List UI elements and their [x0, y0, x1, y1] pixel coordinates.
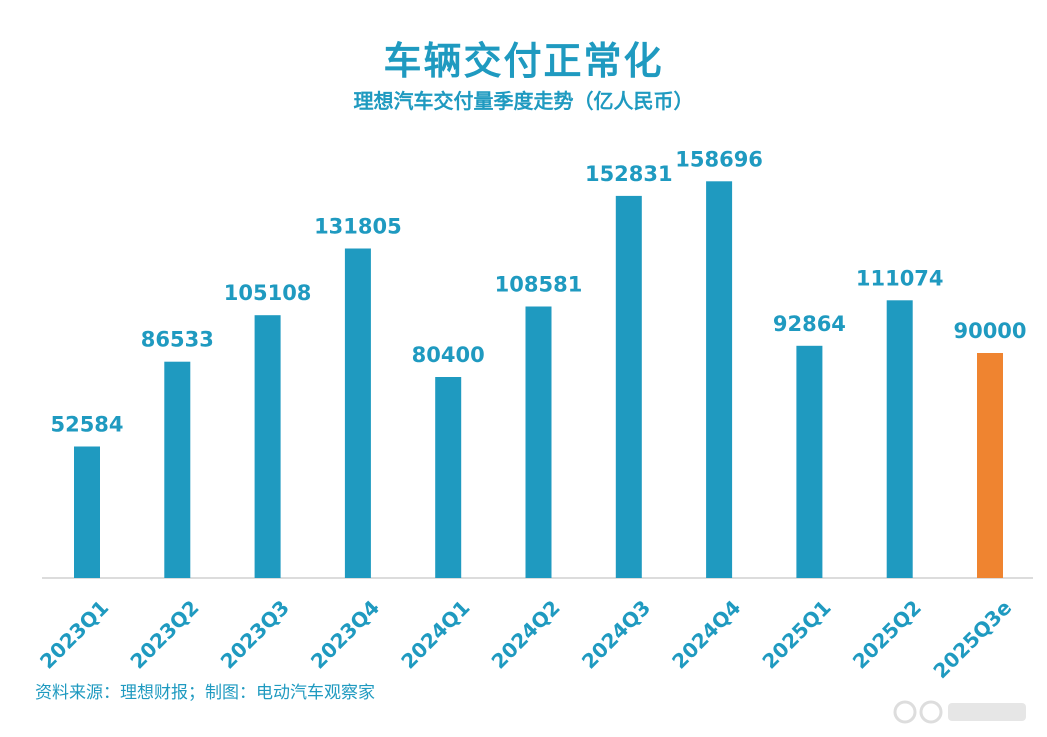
- data-label-2025Q3e: 90000: [953, 319, 1026, 343]
- x-tick-label-2024Q3: 2024Q3: [577, 595, 655, 673]
- bar-2025Q1: [796, 345, 823, 578]
- x-tick-label-2025Q2: 2025Q2: [848, 595, 926, 673]
- chart-title: 车辆交付正常化: [383, 39, 664, 83]
- data-label-2023Q3: 105108: [224, 281, 312, 305]
- bar-2025Q2: [886, 300, 913, 578]
- data-label-2023Q2: 86533: [141, 328, 214, 352]
- bar-2025Q3e: [977, 353, 1003, 578]
- data-label-2025Q1: 92864: [773, 312, 846, 336]
- bar-2023Q3: [254, 315, 281, 578]
- data-label-2024Q3: 152831: [585, 162, 673, 186]
- x-tick-label-2023Q4: 2023Q4: [306, 595, 384, 673]
- data-label-2023Q1: 52584: [50, 413, 123, 437]
- x-tick-label-2023Q3: 2023Q3: [216, 595, 294, 673]
- x-tick-label-2024Q1: 2024Q1: [396, 595, 474, 673]
- x-tick-label-2025Q3e: 2025Q3e: [928, 595, 1016, 683]
- x-tick-label-2024Q2: 2024Q2: [487, 595, 565, 673]
- x-tick-label-2025Q1: 2025Q1: [757, 595, 835, 673]
- bar-2023Q1: [74, 446, 100, 578]
- bar-2024Q3: [615, 195, 642, 578]
- bar-2024Q2: [525, 306, 552, 578]
- bar-2024Q4: [706, 181, 733, 579]
- data-label-2024Q1: 80400: [412, 343, 485, 367]
- data-label-2024Q4: 158696: [675, 147, 763, 171]
- x-tick-label-2024Q4: 2024Q4: [667, 595, 745, 673]
- chart-subtitle: 理想汽车交付量季度走势（亿人民币）: [353, 89, 694, 113]
- bar-2023Q2: [164, 361, 191, 578]
- data-label-2024Q2: 108581: [495, 273, 583, 297]
- bar-2024Q1: [435, 377, 462, 578]
- bar-2023Q4: [344, 248, 371, 578]
- x-tick-label-2023Q1: 2023Q1: [35, 595, 113, 673]
- x-tick-label-2023Q2: 2023Q2: [125, 595, 203, 673]
- data-label-2025Q2: 111074: [856, 266, 944, 290]
- source-note: 资料来源：理想财报；制图：电动汽车观察家: [35, 683, 375, 703]
- data-label-2023Q4: 131805: [314, 215, 402, 239]
- watermark-logo-icon: [893, 700, 1026, 724]
